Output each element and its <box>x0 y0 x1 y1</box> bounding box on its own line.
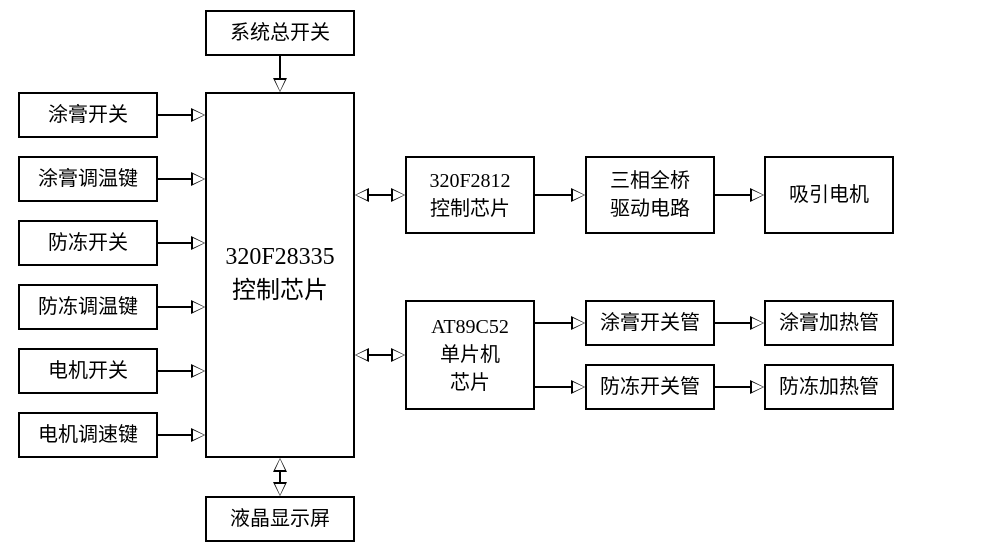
node-lcd-display: 液晶显示屏 <box>205 496 355 542</box>
node-paste-temp-key: 涂膏调温键 <box>18 156 158 202</box>
node-three-phase-bridge: 三相全桥驱动电路 <box>585 156 715 234</box>
node-antifreeze-temp-key: 防冻调温键 <box>18 284 158 330</box>
node-320f2812-chip: 320F2812控制芯片 <box>405 156 535 234</box>
arrow-r2-r2a <box>535 322 583 324</box>
arrow-left6 <box>158 434 203 436</box>
arrow-bottom-bi <box>279 460 281 494</box>
node-paste-switch-tube: 涂膏开关管 <box>585 300 715 346</box>
node-motor-speed-key: 电机调速键 <box>18 412 158 458</box>
arrow-top-to-center <box>279 56 281 90</box>
node-system-switch: 系统总开关 <box>205 10 355 56</box>
node-paste-switch: 涂膏开关 <box>18 92 158 138</box>
arrow-center-r2-bi <box>357 354 403 356</box>
arrow-r2-r2b <box>535 386 583 388</box>
arrow-left1 <box>158 114 203 116</box>
arrow-left2 <box>158 178 203 180</box>
arrow-center-r1-bi <box>357 194 403 196</box>
arrow-r1b-r1c <box>715 194 762 196</box>
node-antifreeze-switch-tube: 防冻开关管 <box>585 364 715 410</box>
node-320f28335-chip: 320F28335控制芯片 <box>205 92 355 458</box>
arrow-r1-r1b <box>535 194 583 196</box>
node-antifreeze-heating-tube: 防冻加热管 <box>764 364 894 410</box>
arrow-left4 <box>158 306 203 308</box>
node-antifreeze-switch: 防冻开关 <box>18 220 158 266</box>
arrow-left3 <box>158 242 203 244</box>
arrow-r2b-r2b2 <box>715 386 762 388</box>
arrow-left5 <box>158 370 203 372</box>
node-motor-switch: 电机开关 <box>18 348 158 394</box>
node-at89c52-chip: AT89C52单片机芯片 <box>405 300 535 410</box>
node-paste-heating-tube: 涂膏加热管 <box>764 300 894 346</box>
arrow-r2a-r2a2 <box>715 322 762 324</box>
node-suction-motor: 吸引电机 <box>764 156 894 234</box>
